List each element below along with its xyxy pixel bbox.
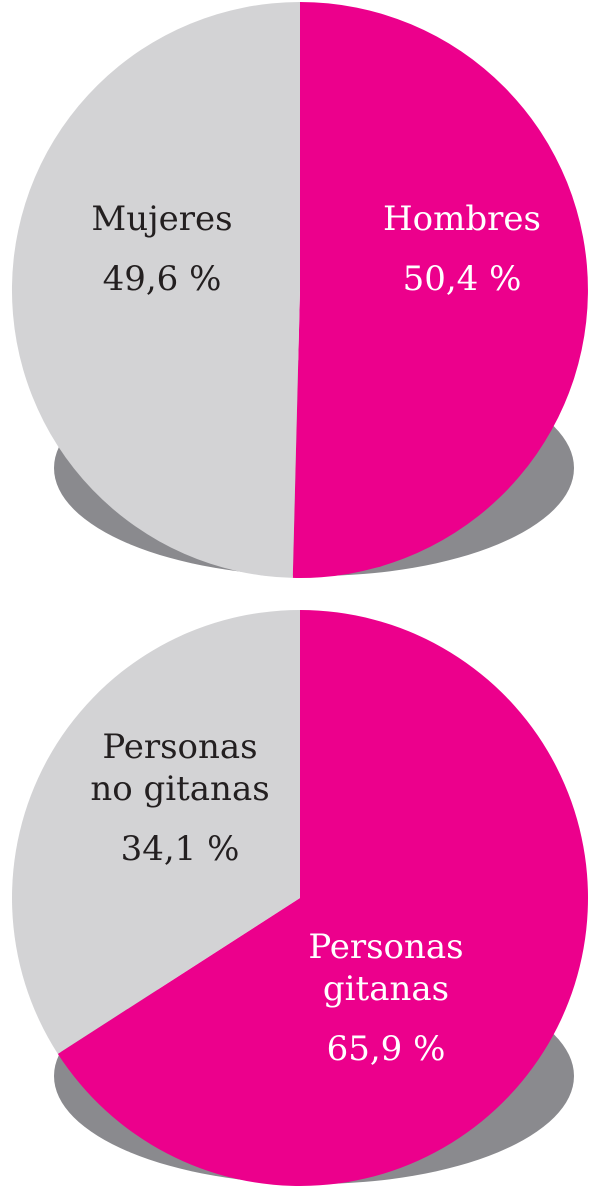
pie-slice-hombres xyxy=(292,2,588,578)
pie-slice-personas-no-gitanas xyxy=(12,610,300,1054)
pie-chart-gender: Mujeres 49,6 % Hombres 50,4 % xyxy=(11,1,588,578)
pie-slice-personas-gitanas xyxy=(57,610,589,1186)
slice-value-mujeres: 49,6 % xyxy=(103,259,222,299)
slice-label-hombres: Hombres xyxy=(383,199,541,239)
slice-value-personas-gitanas: 65,9 % xyxy=(327,1029,446,1069)
slice-label-personas-gitanas-line2: gitanas xyxy=(323,969,449,1009)
slice-label-personas-no-gitanas-line1: Personas xyxy=(102,727,257,767)
slice-label-personas-no-gitanas-line2: no gitanas xyxy=(90,769,269,809)
slice-value-hombres: 50,4 % xyxy=(403,259,522,299)
pie-chart-ethnicity: Personas no gitanas 34,1 % Personas gita… xyxy=(12,610,589,1186)
slice-value-personas-no-gitanas: 34,1 % xyxy=(121,829,240,869)
slice-label-personas-gitanas-line1: Personas xyxy=(308,927,463,967)
pie-slice-mujeres xyxy=(11,1,300,578)
slice-label-mujeres: Mujeres xyxy=(91,199,232,239)
